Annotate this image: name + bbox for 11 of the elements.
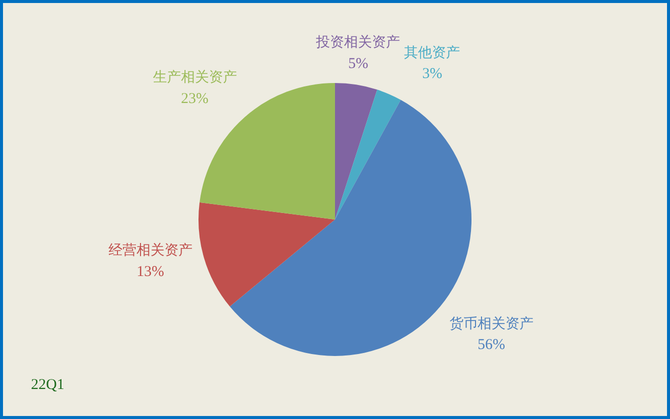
data-label: 5% bbox=[348, 56, 368, 72]
data-label: 3% bbox=[422, 66, 442, 82]
slice-label: 货币相关资产 bbox=[449, 316, 534, 332]
slice-label: 经营相关资产 bbox=[108, 242, 192, 259]
text: 22Q1 bbox=[31, 377, 64, 394]
slice-label: 其他资产 bbox=[404, 44, 460, 61]
slice-label: 投资相关资产 bbox=[315, 34, 400, 50]
data-label: 13% bbox=[136, 264, 164, 280]
slice-label: 生产相关资产 bbox=[152, 70, 237, 86]
data-label: 23% bbox=[181, 91, 209, 108]
data-label: 56% bbox=[478, 337, 506, 354]
